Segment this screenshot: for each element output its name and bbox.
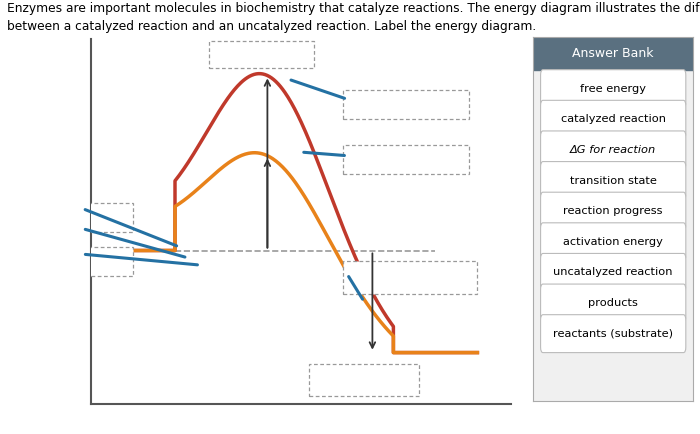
Bar [343,145,469,174]
FancyBboxPatch shape [540,223,686,261]
Text: activation energy: activation energy [564,237,663,247]
Bar [309,364,419,396]
Bar [41,203,133,232]
Bar [183,422,301,434]
Text: uncatalyzed reaction: uncatalyzed reaction [554,267,673,277]
FancyBboxPatch shape [540,100,686,138]
Text: transition state: transition state [570,175,657,185]
Bar [41,287,83,323]
Text: products: products [588,298,638,308]
Text: Enzymes are important molecules in biochemistry that catalyze reactions. The ene: Enzymes are important molecules in bioch… [7,2,700,15]
Bar [209,41,314,68]
FancyBboxPatch shape [540,70,686,108]
FancyBboxPatch shape [540,192,686,230]
Text: reactants (substrate): reactants (substrate) [553,329,673,339]
Text: between a catalyzed reaction and an uncatalyzed reaction. Label the energy diagr: between a catalyzed reaction and an unca… [7,20,536,33]
Bar [533,37,693,70]
Text: free energy: free energy [580,84,646,94]
Bar [343,90,469,119]
Text: Answer Bank: Answer Bank [573,47,654,60]
Text: catalyzed reaction: catalyzed reaction [561,114,666,124]
Bar [343,261,477,294]
FancyBboxPatch shape [540,315,686,352]
FancyBboxPatch shape [540,161,686,200]
FancyBboxPatch shape [540,131,686,169]
Text: ΔG for reaction: ΔG for reaction [570,145,657,155]
FancyBboxPatch shape [540,253,686,291]
Text: reaction progress: reaction progress [564,206,663,216]
FancyBboxPatch shape [540,284,686,322]
Bar [41,247,133,276]
